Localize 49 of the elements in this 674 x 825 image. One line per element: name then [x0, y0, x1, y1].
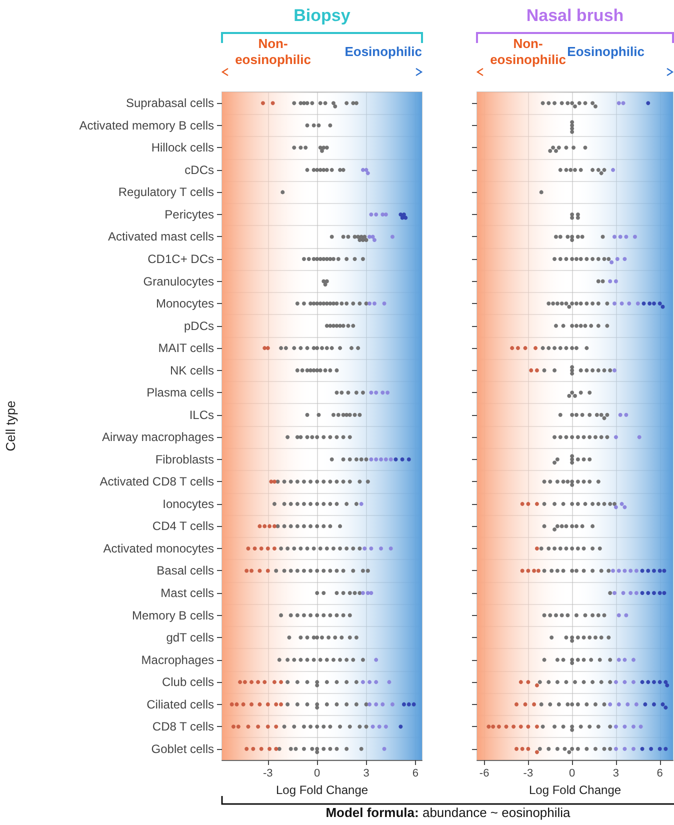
x-tick-label: -3 — [263, 768, 273, 780]
x-tick-label: 0 — [569, 768, 576, 780]
y-tick-label: Suprabasal cells — [126, 96, 214, 110]
y-tick-label: Memory B cells — [132, 608, 214, 622]
y-tick-label: CD1C+ DCs — [148, 252, 214, 266]
y-tick-label: ILCs — [189, 408, 214, 422]
x-tick-label: 6 — [412, 768, 419, 780]
y-tick-label: MAIT cells — [158, 341, 214, 356]
y-tick-label: pDCs — [184, 318, 214, 333]
y-tick-label: Macrophages — [141, 652, 214, 667]
text: Non-eosinophilic — [234, 36, 312, 68]
y-tick-label: CD4 T cells — [152, 519, 214, 534]
x-tick-label: 3 — [612, 768, 620, 780]
y-tick-label: Activated memory B cells — [79, 118, 214, 132]
chart-title: Nasal brush — [525, 6, 625, 26]
y-tick-label: Ciliated cells — [146, 697, 214, 712]
y-tick-label: cDCs — [184, 162, 214, 177]
y-tick-label: Regulatory T cells — [118, 185, 214, 200]
text: Model formula: abundance ~ eosinophilia — [324, 805, 572, 820]
y-tick-label: Granulocytes — [143, 274, 214, 288]
y-tick-label: Hillock cells — [151, 140, 214, 155]
y-tick-label: Plasma cells — [146, 386, 214, 400]
y-tick-label: Activated monocytes — [103, 541, 214, 556]
y-tick-label: Ionocytes — [162, 496, 214, 511]
text: Eosinophilic — [567, 44, 646, 59]
x-tick-label: -3 — [523, 768, 534, 780]
x-tick-label: 3 — [363, 768, 370, 780]
x-tick-label: -6 — [479, 768, 490, 780]
y-tick-label: CD8 T cells — [152, 720, 214, 734]
text: Eosinophilic — [344, 44, 422, 59]
y-tick-label: Basal cells — [156, 564, 214, 578]
y-tick-label: Mast cells — [160, 586, 214, 600]
x-axis-title: Log Fold Change — [528, 783, 622, 797]
y-axis-title: Cell type — [3, 400, 18, 452]
y-tick-label: Goblet cells — [151, 742, 214, 756]
x-tick-label: 6 — [656, 768, 663, 780]
y-tick-label: Monocytes — [156, 296, 214, 311]
y-tick-label: Activated CD8 T cells — [100, 474, 214, 489]
chart-title: Biopsy — [292, 6, 352, 26]
x-axis-title: Log Fold Change — [276, 783, 368, 797]
y-tick-label: Pericytes — [164, 207, 214, 222]
x-tick-label: 0 — [314, 768, 320, 780]
y-tick-label: Airway macrophages — [102, 430, 214, 444]
y-tick-label: Fibroblasts — [155, 452, 214, 466]
y-tick-label: Activated mast cells — [108, 230, 214, 244]
y-tick-label: NK cells — [170, 363, 214, 378]
y-tick-label: gdT cells — [166, 630, 214, 645]
y-tick-label: Club cells — [162, 675, 214, 690]
text: Non-eosinophilic — [489, 36, 567, 68]
